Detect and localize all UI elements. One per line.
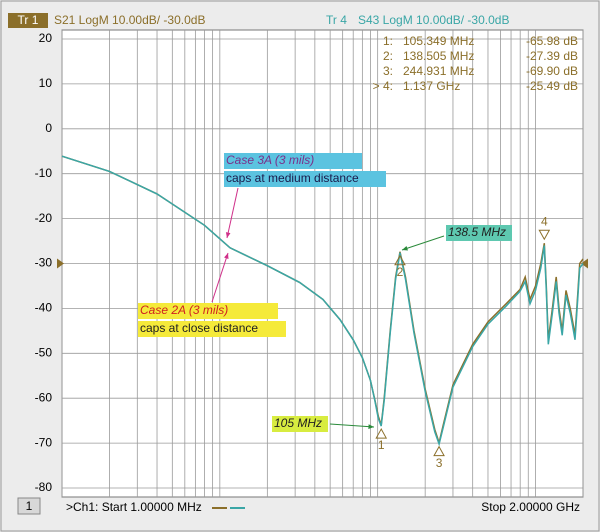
overlay: 1 1: 105.349 MHz -65.98 dB 2 2: 138.505 MHz -27…	[138, 34, 578, 470]
trace4-setting: S43 LogM 10.00dB/ -30.0dB	[358, 13, 509, 27]
y-tick-label: -70	[35, 435, 53, 449]
marker-name: 1:	[383, 34, 393, 48]
marker-value: -27.39 dB	[526, 49, 578, 63]
annotation: Case 2A (3 mils)	[140, 303, 228, 317]
arrow-head	[225, 232, 231, 238]
arrow-head	[224, 253, 229, 259]
annotation-bg	[138, 321, 286, 337]
marker-id: 3	[436, 456, 443, 470]
stop-frequency: Stop 2.00000 GHz	[481, 500, 580, 514]
marker-name: > 4:	[373, 79, 393, 93]
annotation: Case 3A (3 mils)	[226, 153, 314, 167]
marker-frequency: 105.349 MHz	[403, 34, 474, 48]
annotation: 138.5 MHz	[448, 225, 506, 239]
start-frequency: >Ch1: Start 1.00000 MHz	[66, 500, 202, 514]
marker-value: -25.49 dB	[526, 79, 578, 93]
trace1-setting: S21 LogM 10.00dB/ -30.0dB	[54, 13, 205, 27]
marker-name: 2:	[383, 49, 393, 63]
ref-marker-right	[581, 258, 588, 269]
marker-frequency: 244.931 MHz	[403, 64, 474, 78]
trace-line	[61, 155, 584, 447]
y-tick-label: -60	[35, 390, 53, 404]
annotation-arrow	[329, 423, 375, 428]
arrow-head	[368, 424, 374, 429]
ref-marker-left	[57, 258, 64, 269]
y-tick-label: -80	[35, 480, 53, 494]
y-tick-label: -20	[35, 211, 53, 225]
annotation-arrow	[226, 187, 239, 239]
marker-id: 4	[541, 214, 548, 228]
marker-triangle	[394, 254, 406, 266]
marker-id: 2	[397, 265, 404, 279]
marker-frequency: 1.137 GHz	[403, 79, 460, 93]
y-tick-label: 0	[45, 121, 52, 135]
annotation-arrow	[211, 252, 229, 303]
marker-triangle	[375, 428, 388, 439]
annotation-bg	[224, 171, 386, 187]
y-tick-label: -50	[35, 345, 53, 359]
y-tick-label: -30	[35, 256, 53, 270]
marker-value: -69.90 dB	[526, 64, 578, 78]
y-tick-label: 10	[39, 76, 53, 90]
grid: 20 10 0 -10 -20 -30 -40 -50 -60 -70 -80	[35, 30, 588, 497]
trace1-badge: Tr 1	[18, 13, 39, 27]
trace1-badge-bg	[8, 13, 48, 28]
annotation: 105 MHz	[274, 416, 322, 430]
arrow-head	[402, 246, 408, 251]
marker-name: 3:	[383, 64, 393, 78]
marker-triangle	[538, 229, 551, 241]
y-tick-label: 20	[39, 31, 53, 45]
trace4-badge: Tr 4	[326, 13, 347, 27]
y-tick-label: -10	[35, 166, 53, 180]
annotation-bg	[272, 416, 328, 432]
marker-value: -65.98 dB	[526, 34, 578, 48]
annotation: caps at medium distance	[226, 171, 359, 185]
marker-frequency: 138.505 MHz	[403, 49, 474, 63]
marker-id: 1	[378, 438, 385, 452]
annotation-bg	[138, 303, 278, 319]
annotation-arrow	[401, 235, 445, 251]
y-tick-label: -40	[35, 301, 53, 315]
annotation-bg	[224, 153, 362, 169]
annotation: caps at close distance	[140, 321, 258, 335]
annotation-bg	[446, 225, 512, 241]
traces	[61, 155, 584, 447]
channel-number: 1	[26, 499, 33, 513]
channel-box	[17, 497, 41, 515]
marker-triangle	[433, 445, 445, 457]
